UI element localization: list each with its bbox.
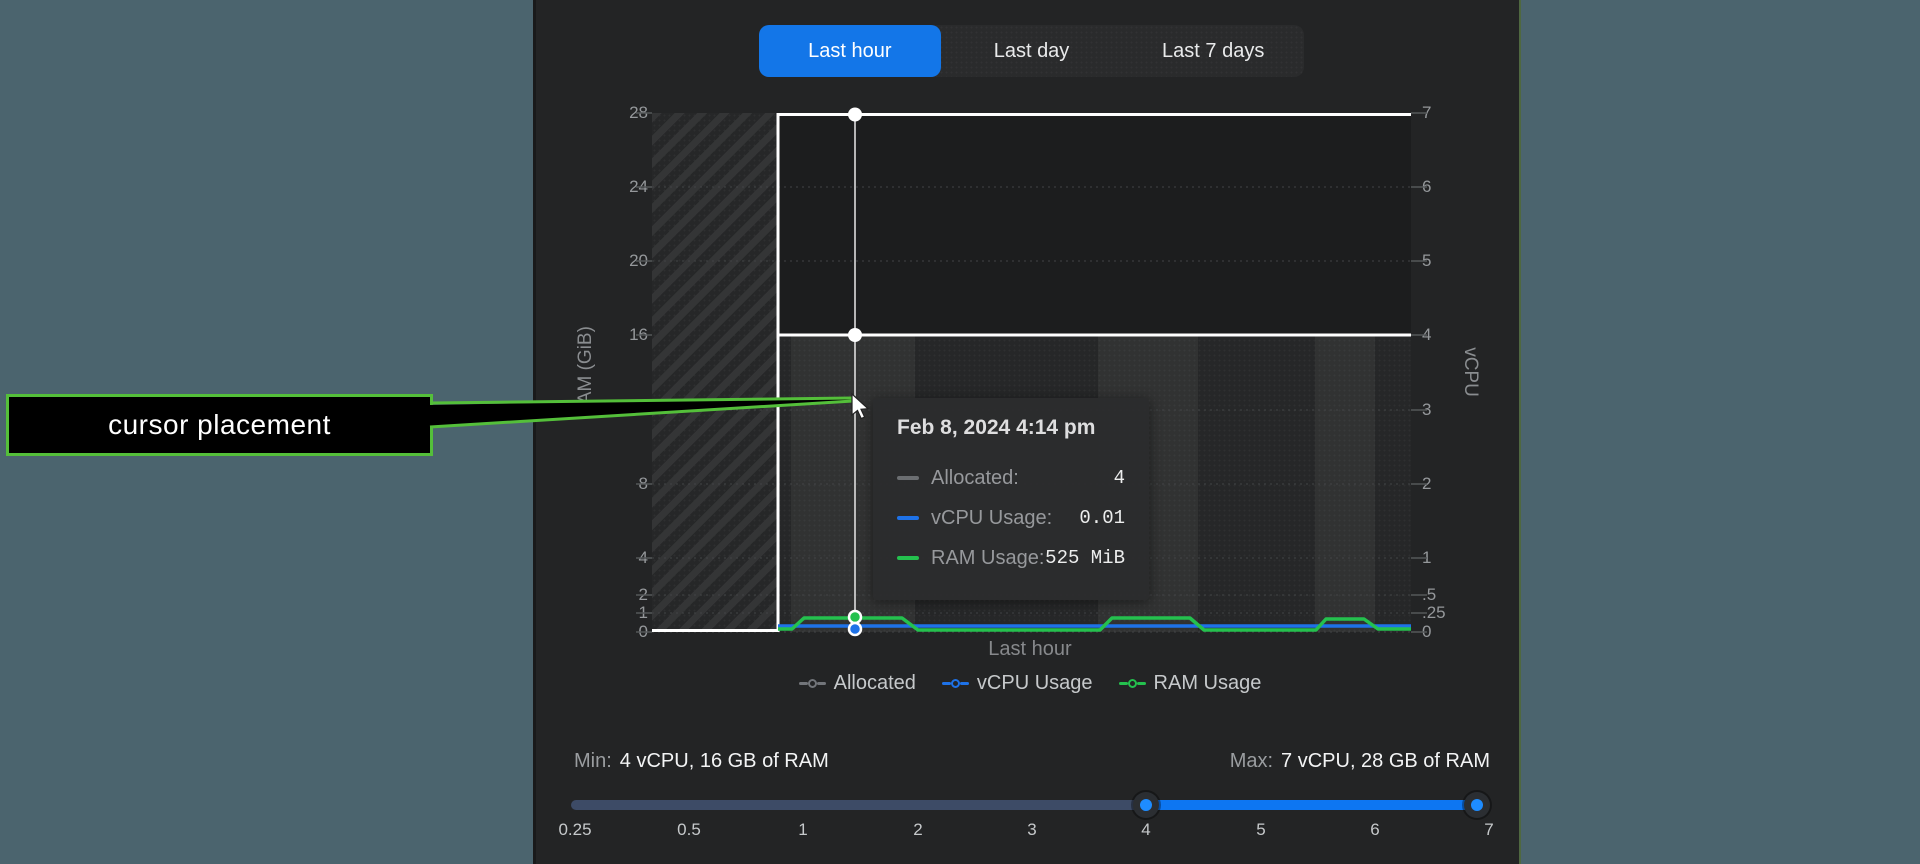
max-label: Max: bbox=[1229, 750, 1274, 772]
slider-tick-label: 0.25 bbox=[558, 820, 592, 839]
tooltip-timestamp: Feb 8, 2024 4:14 pm bbox=[897, 416, 1096, 439]
min-label: Min: bbox=[574, 750, 612, 772]
slider-handle-max[interactable] bbox=[1464, 792, 1490, 818]
legend-item-vcpu-usage[interactable]: vCPU Usage bbox=[941, 672, 1093, 695]
range-summary: Min: 4 vCPU, 16 GB of RAM Max: 7 vCPU, 28 … bbox=[574, 750, 1490, 773]
tooltip-value: 0.01 bbox=[1079, 507, 1125, 529]
allocated-series-icon bbox=[798, 679, 826, 688]
allocated-line bbox=[652, 113, 1411, 632]
right-tick: 6 bbox=[1422, 176, 1492, 198]
slider-handle-min[interactable] bbox=[1133, 792, 1159, 818]
right-tick: .25 bbox=[1422, 603, 1446, 622]
legend-label: Allocated bbox=[833, 672, 916, 694]
slider-tick-label: 5 bbox=[1256, 820, 1266, 839]
slider-tick-label: 6 bbox=[1370, 820, 1380, 839]
tooltip-row-allocated: Allocated: 4 bbox=[897, 458, 1125, 498]
ram-usage-line bbox=[778, 616, 1411, 632]
ram-series-icon bbox=[1118, 679, 1146, 688]
ram-dash-icon bbox=[897, 556, 919, 560]
tab-last-hour[interactable]: Last hour bbox=[759, 25, 941, 77]
legend-label: vCPU Usage bbox=[976, 672, 1093, 694]
right-tick: .5 bbox=[1422, 585, 1437, 604]
tick-stubs bbox=[636, 112, 1427, 633]
vcpu-series-icon bbox=[941, 679, 969, 688]
tab-last-7-days[interactable]: Last 7 days bbox=[1122, 25, 1304, 77]
min-value: 4 vCPU, 16 GB of RAM bbox=[619, 750, 829, 772]
chart-legend: Allocated vCPU Usage RAM Usage bbox=[536, 672, 1524, 695]
right-tick: 2 bbox=[1422, 473, 1492, 495]
tooltip-row-ram: RAM Usage: 525 MiB bbox=[897, 538, 1125, 578]
right-axis-title: vCPU bbox=[1460, 347, 1481, 397]
tooltip-value: 4 bbox=[1113, 467, 1125, 489]
tooltip-label: Allocated: bbox=[931, 466, 1019, 489]
metrics-panel: Last hour Last day Last 7 days RAM (GiB)… bbox=[533, 0, 1521, 864]
right-tick: 7 bbox=[1422, 102, 1492, 124]
tab-last-day[interactable]: Last day bbox=[941, 25, 1123, 77]
allocated-range-fill bbox=[778, 113, 1411, 335]
right-tick: 1 bbox=[1422, 547, 1492, 569]
right-tick: 3 bbox=[1422, 399, 1492, 421]
allocated-max-hover-marker bbox=[848, 107, 862, 122]
tooltip-value: 525 MiB bbox=[1045, 547, 1125, 569]
resource-slider-track[interactable] bbox=[571, 792, 1490, 818]
max-summary: Max: 7 vCPU, 28 GB of RAM bbox=[1230, 750, 1490, 773]
slider-selected-range bbox=[1146, 800, 1483, 810]
plot-area[interactable] bbox=[636, 107, 1427, 637]
right-tick: 5 bbox=[1422, 250, 1492, 272]
tooltip-label: RAM Usage: bbox=[931, 546, 1045, 569]
allocated-dash-icon bbox=[897, 476, 919, 480]
legend-label: RAM Usage bbox=[1153, 672, 1262, 694]
chart-tooltip: Feb 8, 2024 4:14 pm Allocated: 4 vCPU Us… bbox=[873, 398, 1149, 600]
slider-tick-label: 4 bbox=[1141, 820, 1151, 839]
tooltip-row-vcpu: vCPU Usage: 0.01 bbox=[897, 498, 1125, 538]
right-tick: 4 bbox=[1422, 324, 1492, 346]
legend-item-allocated[interactable]: Allocated bbox=[798, 672, 916, 695]
cursor-placement-annotation: cursor placement bbox=[6, 394, 433, 456]
slider-tick-label: 0.5 bbox=[677, 820, 701, 839]
min-summary: Min: 4 vCPU, 16 GB of RAM bbox=[574, 750, 829, 773]
tooltip-label: vCPU Usage: bbox=[931, 506, 1053, 529]
time-range-tabs: Last hour Last day Last 7 days bbox=[759, 25, 1304, 77]
vcpu-dash-icon bbox=[897, 516, 919, 520]
slider-tick-label: 3 bbox=[1027, 820, 1037, 839]
slider-scale: 0.25 0.5 1 2 3 4 5 6 7 bbox=[536, 820, 1524, 844]
slider-tick-label: 7 bbox=[1484, 820, 1494, 839]
no-data-hatched-region bbox=[652, 113, 778, 632]
slider-tick-label: 1 bbox=[798, 820, 808, 839]
allocated-hover-marker bbox=[848, 328, 862, 342]
slider-tick-label: 2 bbox=[913, 820, 923, 839]
legend-item-ram-usage[interactable]: RAM Usage bbox=[1118, 672, 1262, 695]
x-axis-label: Last hour bbox=[988, 638, 1072, 660]
ram-usage-hover-marker bbox=[847, 609, 863, 625]
max-value: 7 vCPU, 28 GB of RAM bbox=[1281, 750, 1490, 772]
vcpu-usage-hover-marker bbox=[847, 621, 863, 637]
